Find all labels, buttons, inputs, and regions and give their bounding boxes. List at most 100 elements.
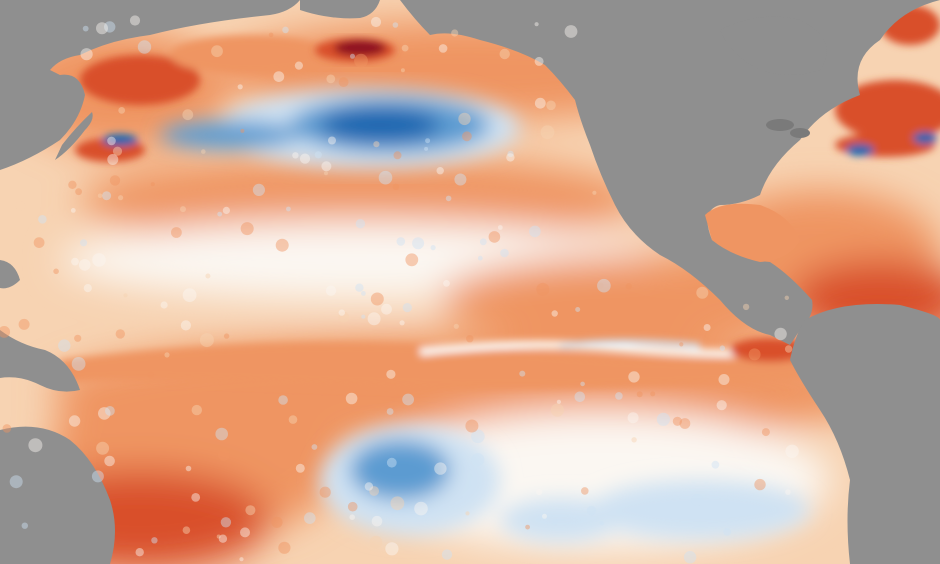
bering-land [300,0,380,19]
texture-speckle [696,286,709,299]
texture-speckle [656,412,671,426]
texture-speckle [282,26,289,34]
texture-speckle [540,125,555,140]
texture-speckle [506,153,515,162]
texture-speckle [191,404,202,416]
texture-speckle [78,259,91,271]
texture-speckle [400,68,405,73]
texture-speckle [471,453,485,467]
texture-speckle [451,29,459,37]
texture-speckle [488,231,501,243]
texture-speckle [115,329,126,339]
texture-speckle [171,227,182,238]
texture-speckle [519,370,526,377]
texture-speckle [679,418,691,429]
texture-speckle [546,100,556,111]
bering-sea-extreme-warm-anomaly [315,38,395,62]
texture-speckle [390,496,405,511]
texture-speckle [580,381,585,387]
texture-speckle [319,486,331,498]
texture-speckle [123,293,128,298]
texture-speckle [109,175,121,186]
texture-speckle [574,391,586,403]
south-pacific-cool-anomaly [320,425,810,542]
texture-speckle [627,412,639,424]
australia [0,426,115,564]
texture-speckle [542,513,547,519]
texture-speckle [631,437,637,443]
texture-speckle [716,400,727,411]
texture-speckle [182,109,194,121]
texture-speckle [18,318,30,330]
texture-speckle [445,195,452,202]
texture-speckle [98,407,111,420]
texture-speckle [405,253,419,267]
texture-speckle [252,183,265,196]
texture-speckle [438,44,448,53]
texture-speckle [292,152,299,159]
texture-speckle [369,535,383,549]
texture-speckle [466,335,474,343]
texture-speckle [691,494,704,506]
texture-speckle [82,25,89,32]
texture-speckle [399,320,405,326]
anomaly-field-layer [10,20,940,564]
texture-speckle [185,465,192,472]
texture-speckle [534,22,539,27]
texture-speckle [2,424,12,433]
texture-speckle [278,541,291,554]
texture-speckle [499,48,510,60]
texture-speckle [534,97,546,109]
texture-speckle [237,84,243,90]
texture-speckle [240,222,254,236]
texture-speckle [723,528,732,536]
texture-speckle [373,141,380,148]
texture-speckle [402,393,414,406]
texture-speckle [402,303,412,313]
texture-speckle [304,512,316,524]
texture-speckle [361,314,366,319]
south-america [790,304,940,564]
texture-speckle [703,324,711,331]
texture-speckle [479,238,487,246]
texture-speckle [220,517,232,528]
texture-speckle [92,253,106,267]
texture-speckle [742,303,750,311]
texture-speckle [581,487,589,495]
texture-speckle [278,395,288,405]
texture-speckle [592,190,597,195]
texture-speckle [454,173,467,186]
texture-speckle [386,408,394,415]
anomaly-texture [0,15,799,564]
texture-speckle [321,161,332,172]
texture-speckle [80,239,88,247]
texture-speckle [462,131,472,142]
texture-speckle [182,288,197,302]
texture-speckle [118,195,124,201]
texture-speckle [414,501,428,516]
texture-speckle [216,534,221,539]
texture-speckle [575,307,581,312]
texture-speckle [586,505,597,516]
texture-speckle [129,15,141,26]
texture-speckle [218,534,228,543]
texture-speckle [222,206,230,214]
texture-speckle [761,428,770,437]
texture-speckle [28,438,43,453]
texture-speckle [599,520,604,526]
texture-speckle [370,292,384,306]
texture-speckle [529,225,541,238]
texture-speckle [33,237,45,249]
texture-speckle [205,273,211,279]
texture-speckle [564,25,578,38]
texture-speckle [38,215,47,224]
texture-speckle [465,511,470,516]
texture-speckle [9,475,23,489]
texture-speckle [551,310,558,317]
texture-speckle [471,429,485,444]
texture-speckle [434,462,447,475]
texture-speckle [299,153,311,164]
texture-speckle [364,482,374,491]
